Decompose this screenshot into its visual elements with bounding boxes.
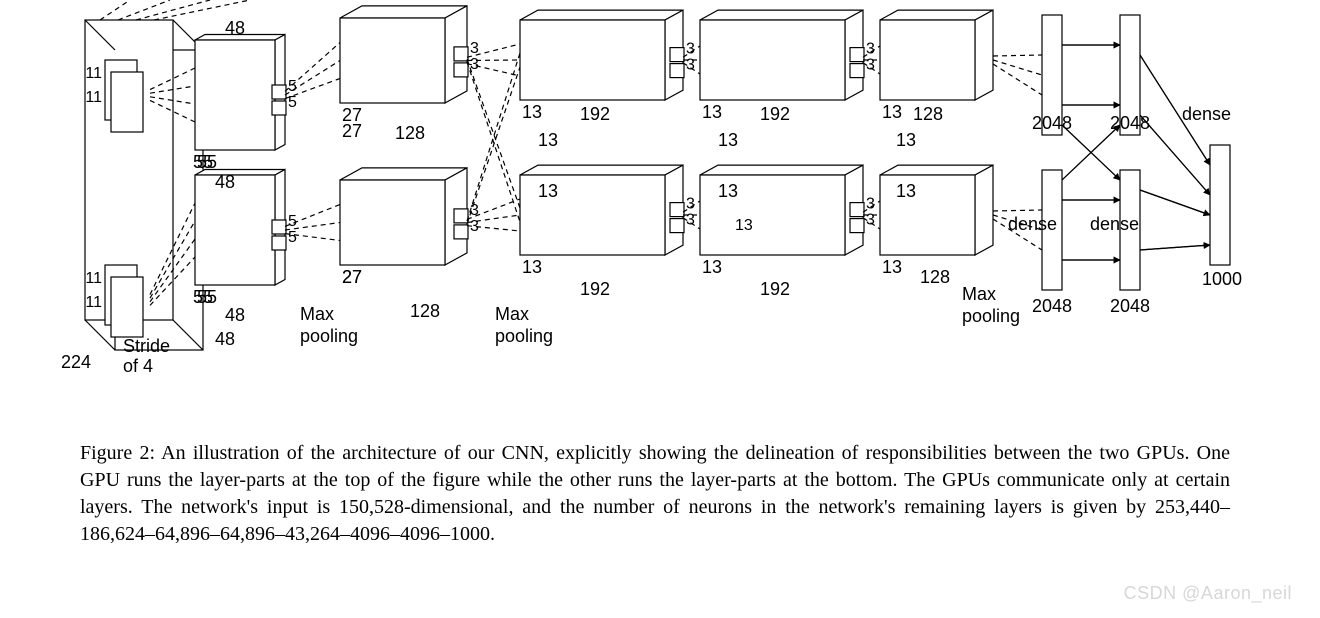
svg-text:13: 13 (702, 257, 722, 277)
svg-text:13: 13 (702, 102, 722, 122)
svg-text:13: 13 (522, 102, 542, 122)
svg-text:13: 13 (522, 257, 542, 277)
svg-text:13: 13 (882, 257, 902, 277)
svg-text:192: 192 (760, 279, 790, 299)
svg-text:48: 48 (225, 305, 245, 325)
svg-text:5: 5 (288, 78, 297, 95)
svg-text:224: 224 (61, 352, 91, 372)
svg-text:27: 27 (342, 121, 362, 141)
svg-text:13: 13 (718, 130, 738, 150)
svg-text:55: 55 (193, 152, 213, 172)
svg-text:Max: Max (300, 304, 334, 324)
svg-text:13: 13 (538, 181, 558, 201)
svg-text:5: 5 (288, 213, 297, 230)
svg-text:dense: dense (1090, 214, 1139, 234)
svg-text:2048: 2048 (1110, 296, 1150, 316)
svg-text:11: 11 (85, 294, 102, 311)
svg-text:pooling: pooling (962, 306, 1020, 326)
svg-text:pooling: pooling (300, 326, 358, 346)
svg-text:dense: dense (1008, 214, 1057, 234)
svg-text:48: 48 (215, 172, 235, 192)
figure-caption: Figure 2: An illustration of the archite… (80, 440, 1230, 548)
svg-text:2048: 2048 (1032, 296, 1072, 316)
svg-text:192: 192 (580, 104, 610, 124)
svg-text:11: 11 (85, 89, 102, 106)
page-root: { "canvas": { "width": 1320, "height": 6… (0, 0, 1320, 618)
svg-text:Max: Max (495, 304, 529, 324)
svg-text:Stride: Stride (123, 336, 170, 356)
svg-text:Max: Max (962, 284, 996, 304)
svg-text:11: 11 (85, 270, 102, 287)
svg-text:128: 128 (395, 123, 425, 143)
svg-text:128: 128 (410, 301, 440, 321)
svg-text:dense: dense (1182, 104, 1231, 124)
svg-text:48: 48 (225, 18, 245, 38)
svg-text:192: 192 (760, 104, 790, 124)
svg-text:48: 48 (215, 329, 235, 349)
svg-text:192: 192 (580, 279, 610, 299)
svg-text:13: 13 (882, 102, 902, 122)
svg-text:128: 128 (913, 104, 943, 124)
svg-text:13: 13 (896, 181, 916, 201)
svg-text:5: 5 (288, 229, 297, 246)
svg-text:3: 3 (470, 202, 479, 219)
svg-text:1000: 1000 (1202, 269, 1242, 289)
svg-text:13: 13 (718, 181, 738, 201)
svg-text:2048: 2048 (1032, 113, 1072, 133)
svg-text:2048: 2048 (1110, 113, 1150, 133)
svg-text:of 4: of 4 (123, 356, 153, 376)
svg-text:128: 128 (920, 267, 950, 287)
svg-text:13: 13 (735, 217, 753, 234)
figure-label: Figure 2: (80, 442, 155, 464)
svg-text:11: 11 (85, 65, 102, 82)
svg-text:13: 13 (896, 130, 916, 150)
svg-text:pooling: pooling (495, 326, 553, 346)
svg-text:55: 55 (193, 287, 213, 307)
architecture-diagram: 22411111111Strideof 45555555548485555484… (0, 0, 1320, 420)
watermark: CSDN @Aaron_neil (1124, 583, 1292, 604)
figure-caption-text: An illustration of the architecture of o… (80, 442, 1230, 545)
svg-text:27: 27 (342, 267, 362, 287)
svg-text:13: 13 (538, 130, 558, 150)
